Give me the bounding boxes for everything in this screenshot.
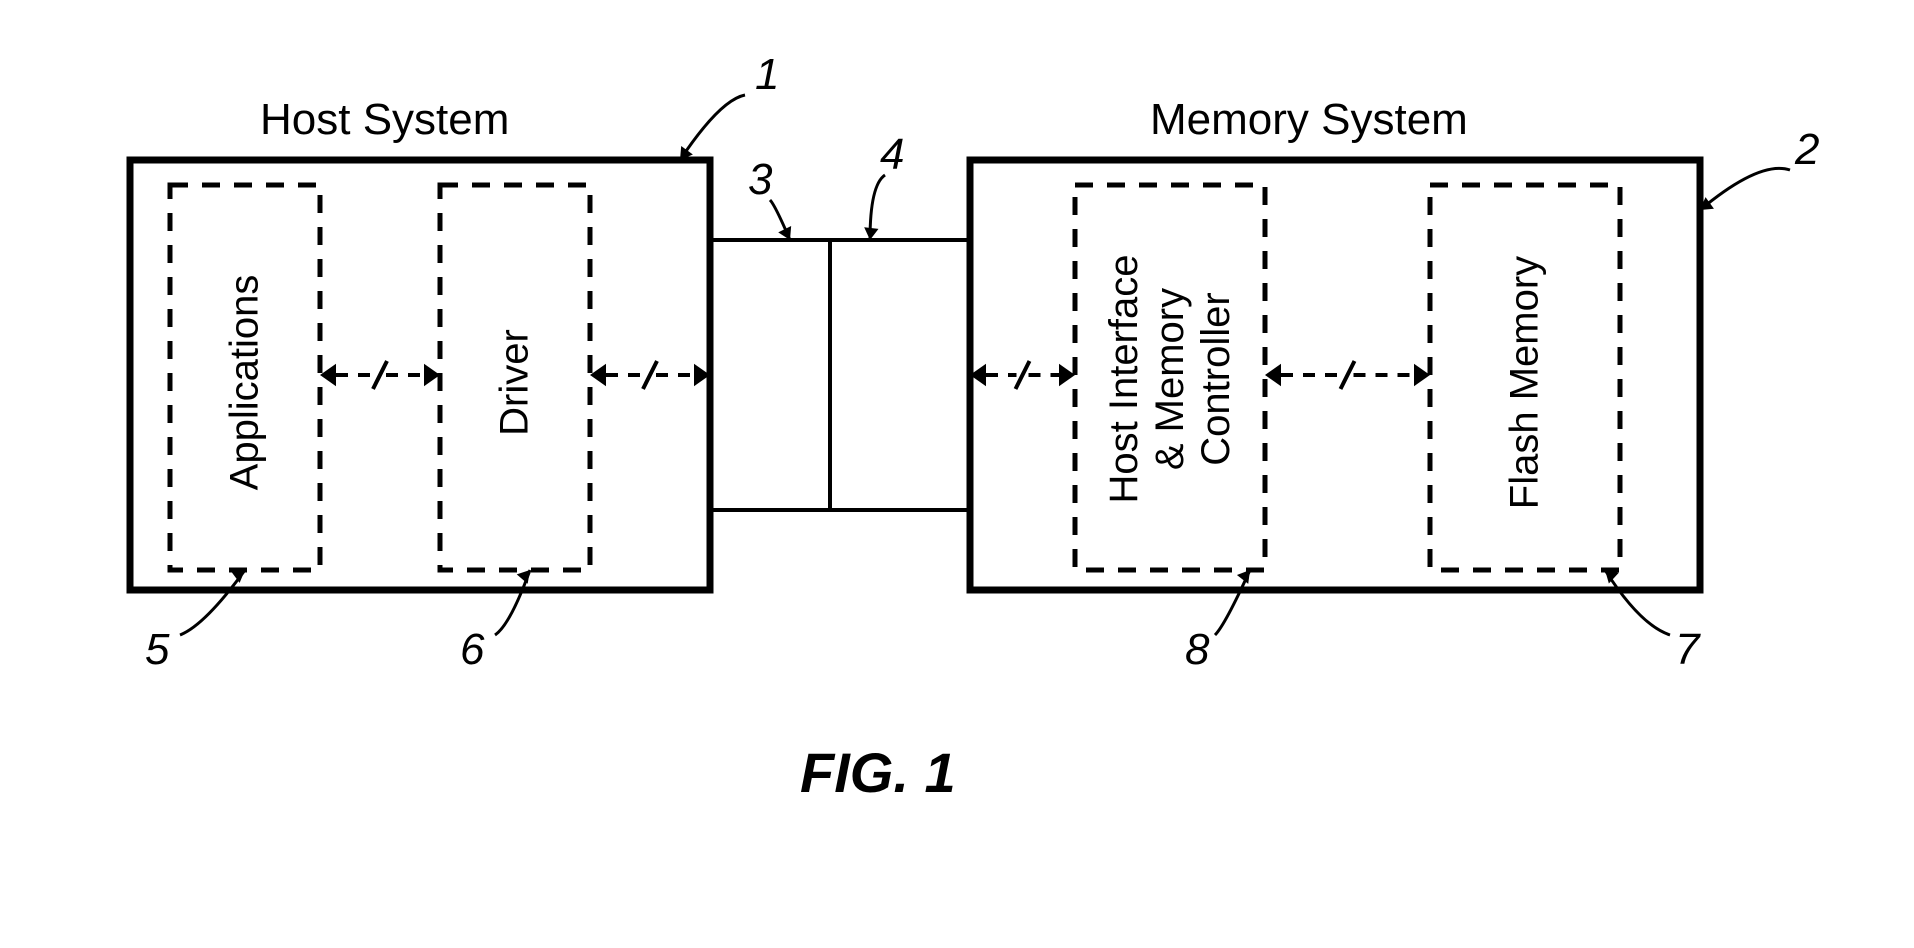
ref-4: 4 bbox=[880, 130, 904, 180]
ref-6: 6 bbox=[460, 625, 484, 675]
flash-label: Flash Memory bbox=[1503, 238, 1548, 528]
controller-label-line1: Host Interface bbox=[1102, 255, 1146, 504]
ref-7: 7 bbox=[1675, 625, 1699, 675]
memory-title: Memory System bbox=[1150, 95, 1468, 145]
controller-label-line3: Controller bbox=[1194, 292, 1238, 465]
ref-3: 3 bbox=[748, 155, 772, 205]
figure-caption: FIG. 1 bbox=[800, 740, 956, 805]
host-title: Host System bbox=[260, 95, 509, 145]
ref-5: 5 bbox=[145, 625, 169, 675]
ref-2: 2 bbox=[1795, 125, 1819, 175]
applications-label: Applications bbox=[223, 268, 268, 498]
ref-1: 1 bbox=[755, 50, 779, 100]
controller-label: Host Interface & Memory Controller bbox=[1101, 219, 1239, 539]
controller-label-line2: & Memory bbox=[1148, 288, 1192, 470]
ref-8: 8 bbox=[1185, 625, 1209, 675]
driver-label: Driver bbox=[493, 268, 538, 498]
